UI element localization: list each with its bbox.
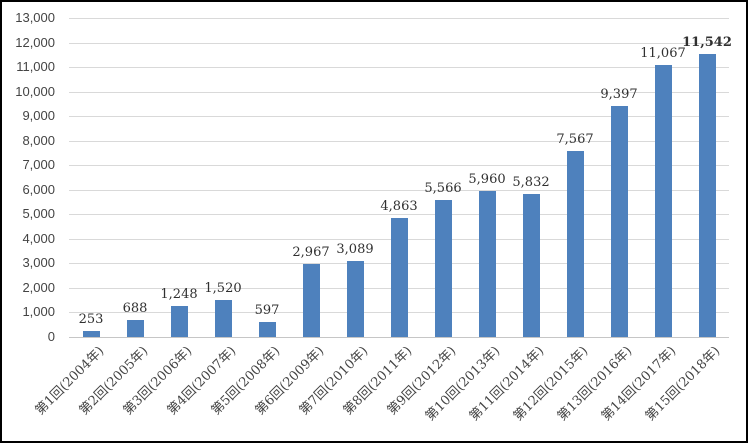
bar-value-label: 4,863 [380, 199, 418, 214]
bar-value-label: 597 [254, 303, 280, 318]
bar [347, 261, 364, 337]
y-axis-tick-label: 6,000 [22, 182, 55, 197]
bar [391, 218, 408, 337]
gridline [69, 18, 729, 19]
y-axis-tick-label: 7,000 [22, 157, 55, 172]
bar-value-label: 253 [78, 312, 104, 327]
gridline [69, 67, 729, 68]
y-axis-tick-label: 12,000 [15, 35, 55, 50]
bar-value-label: 1,520 [204, 281, 242, 296]
gridline [69, 92, 729, 93]
y-axis-tick-label: 2,000 [22, 280, 55, 295]
bar [655, 65, 672, 337]
gridline [69, 190, 729, 191]
bar [127, 320, 144, 337]
gridline [69, 214, 729, 215]
bar-value-label: 1,248 [160, 287, 198, 302]
bar [523, 194, 540, 337]
y-axis-tick-label: 10,000 [15, 84, 55, 99]
bar-value-label: 5,832 [512, 175, 550, 190]
gridline [69, 116, 729, 117]
y-axis-tick-label: 1,000 [22, 304, 55, 319]
bar [567, 151, 584, 337]
y-axis-tick-label: 8,000 [22, 133, 55, 148]
bar-value-label: 2,967 [292, 245, 330, 260]
y-axis-tick-label: 5,000 [22, 206, 55, 221]
gridline [69, 165, 729, 166]
y-axis-tick-label: 11,000 [16, 59, 55, 74]
bar-value-label: 3,089 [336, 242, 374, 257]
bar [435, 200, 452, 337]
bar [215, 300, 232, 337]
y-axis-tick-label: 9,000 [22, 108, 55, 123]
bar [479, 191, 496, 337]
bar [699, 54, 716, 337]
y-axis-tick-label: 4,000 [22, 231, 55, 246]
bar [259, 322, 276, 337]
y-axis-tick-label: 13,000 [15, 10, 55, 25]
bar-value-label: 11,542 [682, 35, 732, 50]
bar-value-label: 5,960 [468, 172, 506, 187]
bar [171, 306, 188, 337]
gridline [69, 141, 729, 142]
bar-value-label: 5,566 [424, 181, 462, 196]
x-axis-line [69, 337, 729, 338]
gridline [69, 43, 729, 44]
bar-value-label: 7,567 [556, 132, 594, 147]
bar-value-label: 688 [122, 301, 148, 316]
y-axis-tick-label: 0 [47, 329, 55, 344]
bar-value-label: 11,067 [640, 46, 686, 61]
bar [303, 264, 320, 337]
bar [611, 106, 628, 337]
y-axis-tick-label: 3,000 [22, 255, 55, 270]
bar-value-label: 9,397 [600, 87, 638, 102]
bar [83, 331, 100, 337]
